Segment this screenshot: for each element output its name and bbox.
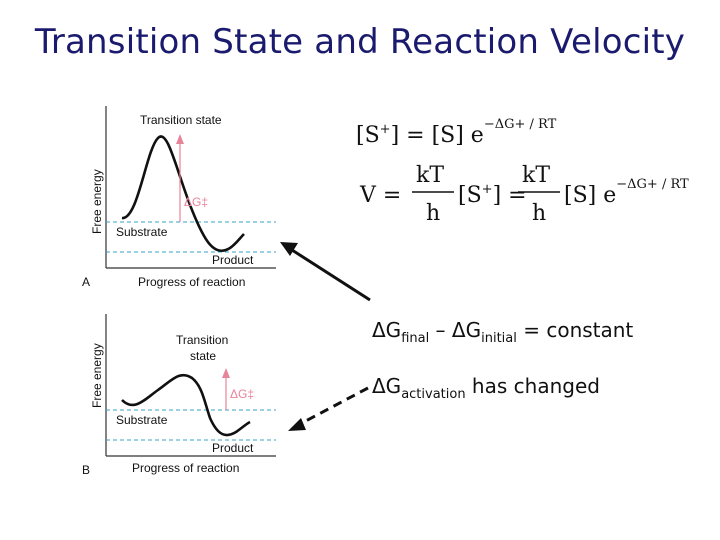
y-axis-label-a: Free energy — [90, 169, 104, 234]
svg-text:h: h — [532, 201, 546, 226]
delta-g-label-a: ΔG‡ — [184, 195, 208, 209]
svg-text:kT: kT — [522, 163, 550, 188]
svg-text:kT: kT — [416, 163, 444, 188]
panel-b: Transition state ΔG‡ Substrate Product P… — [82, 314, 276, 477]
solid-arrow — [280, 242, 371, 302]
substrate-label-b: Substrate — [116, 413, 168, 427]
transition-state-label-b2: state — [190, 349, 216, 363]
svg-text:h: h — [426, 201, 440, 226]
product-label-a: Product — [212, 253, 254, 267]
slide-title: Transition State and Reaction Velocity — [34, 22, 686, 62]
statement-activation-changed: ΔGactivation has changed — [372, 374, 600, 402]
equations-block: [S+] = [S] e−ΔG+ / RT V = kT h [S+] = kT… — [356, 117, 689, 226]
energy-diagram-figure: Transition state ΔG‡ Substrate Product P… — [82, 106, 276, 477]
transition-state-label-b1: Transition — [176, 333, 228, 347]
delta-g-label-b: ΔG‡ — [230, 387, 254, 401]
svg-text:[S+] =: [S+] = — [458, 182, 527, 208]
panel-letter-b: B — [82, 463, 90, 477]
dashed-arrow — [288, 386, 369, 431]
product-label-b: Product — [212, 441, 254, 455]
equation-2: V = kT h [S+] = kT h [S] e−ΔG+ / RT — [359, 163, 689, 226]
equation-1: [S+] = [S] e−ΔG+ / RT — [356, 117, 557, 148]
reaction-curve-b — [121, 373, 251, 437]
svg-text:[S] e−ΔG+ / RT: [S] e−ΔG+ / RT — [564, 177, 689, 208]
x-axis-label-b: Progress of reaction — [132, 461, 239, 475]
panel-a: Transition state ΔG‡ Substrate Product P… — [82, 106, 276, 289]
reaction-curve-a — [121, 135, 245, 252]
svg-text:V =: V = — [359, 183, 401, 208]
y-axis-label-b: Free energy — [90, 343, 104, 408]
x-axis-label-a: Progress of reaction — [138, 275, 245, 289]
transition-state-label: Transition state — [140, 113, 222, 127]
svg-text:[S+] = [S] e−ΔG+ / RT: [S+] = [S] e−ΔG+ / RT — [356, 117, 557, 148]
statement-constant: ΔGfinal – ΔGinitial = constant — [372, 318, 634, 346]
substrate-label-a: Substrate — [116, 225, 168, 239]
panel-letter-a: A — [82, 275, 90, 289]
